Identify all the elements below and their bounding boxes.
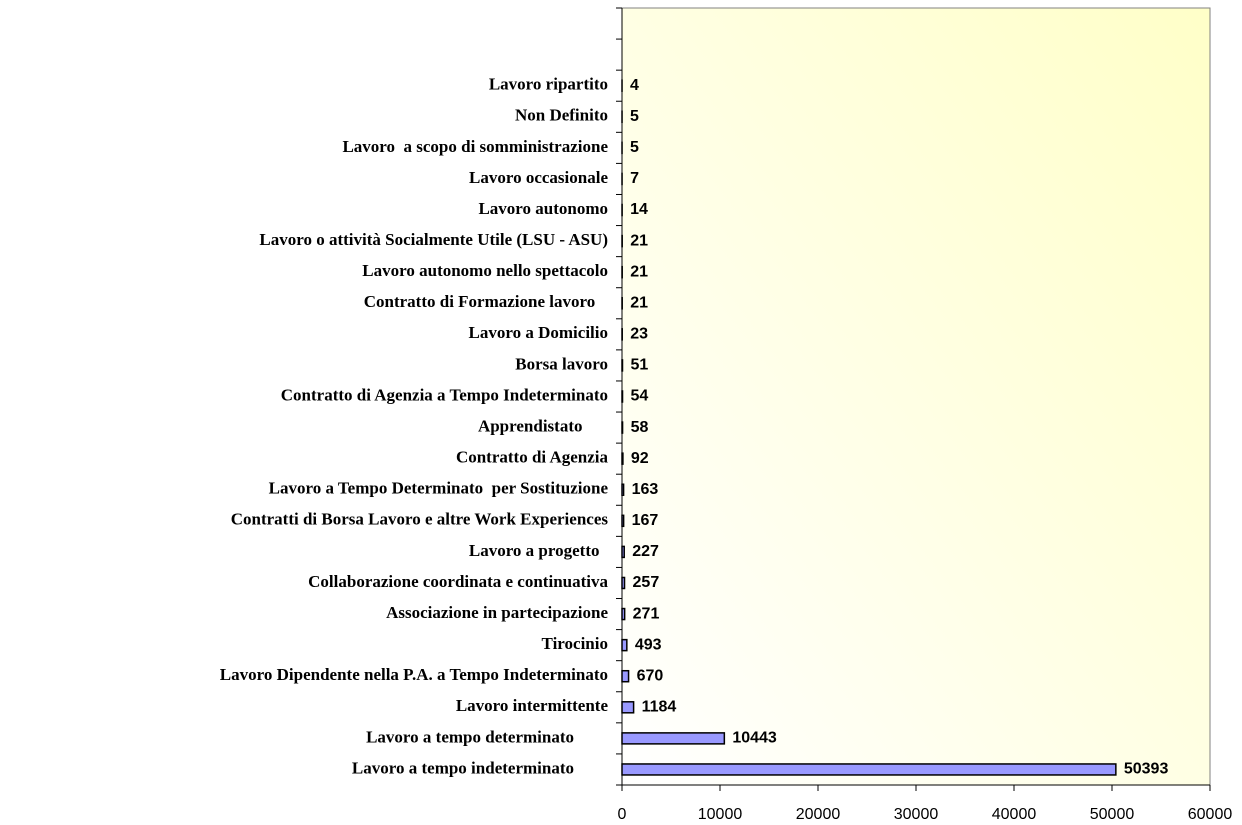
x-tick-label: 40000 — [992, 806, 1037, 823]
category-label: Lavoro Dipendente nella P.A. a Tempo Ind… — [220, 665, 608, 684]
value-label: 21 — [630, 263, 648, 280]
bar — [621, 483, 625, 496]
x-tick-label: 10000 — [698, 806, 743, 823]
category-label: Lavoro occasionale — [469, 168, 608, 187]
category-label: Contratti di Borsa Lavoro e altre Work E… — [231, 510, 609, 529]
value-label: 4 — [630, 77, 639, 94]
value-label: 58 — [631, 419, 649, 436]
value-label: 14 — [630, 201, 648, 218]
category-label: Lavoro a scopo di somministrazione — [342, 137, 608, 156]
category-label: Lavoro autonomo — [478, 199, 608, 218]
value-label: 163 — [632, 481, 659, 498]
value-label: 227 — [632, 543, 659, 560]
value-label: 21 — [630, 232, 648, 249]
category-label: Non Definito — [515, 106, 608, 125]
category-label: Collaborazione coordinata e continuativa — [308, 572, 608, 591]
category-label: Lavoro intermittente — [456, 696, 609, 715]
category-label: Borsa lavoro — [515, 354, 608, 373]
plot-area — [621, 7, 1211, 786]
bar — [621, 452, 624, 465]
value-label: 92 — [631, 450, 649, 467]
value-label: 51 — [630, 357, 648, 374]
bar — [621, 638, 628, 652]
value-label: 5 — [630, 108, 639, 125]
bar — [621, 390, 624, 403]
bar — [621, 514, 625, 528]
x-tick-label: 60000 — [1188, 806, 1233, 823]
bar — [621, 607, 626, 621]
bar — [621, 545, 625, 559]
category-label: Associazione in partecipazione — [386, 603, 608, 622]
value-label: 23 — [630, 326, 648, 343]
bar — [621, 669, 630, 683]
bar — [621, 576, 626, 590]
category-label: Lavoro ripartito — [489, 75, 608, 94]
x-tick-label: 20000 — [796, 806, 841, 823]
value-label: 21 — [630, 294, 648, 311]
category-label: Lavoro a progetto — [469, 541, 608, 560]
value-label: 54 — [631, 388, 649, 405]
value-label: 7 — [630, 170, 639, 187]
value-label: 50393 — [1124, 761, 1169, 778]
value-label: 493 — [635, 636, 662, 653]
category-label: Contratto di Agenzia — [456, 448, 609, 467]
x-tick-label: 30000 — [894, 806, 939, 823]
value-label: 167 — [632, 512, 659, 529]
value-label: 5 — [630, 139, 639, 156]
category-label: Contratto di Agenzia a Tempo Indetermina… — [281, 385, 608, 404]
category-label: Lavoro a Tempo Determinato per Sostituzi… — [269, 479, 609, 498]
bar — [621, 763, 1117, 776]
category-label: Tirocinio — [542, 634, 608, 653]
value-label: 670 — [637, 667, 664, 684]
category-label: Lavoro autonomo nello spettacolo — [362, 261, 608, 280]
value-label: 1184 — [642, 699, 677, 716]
category-label: Lavoro a tempo indeterminato — [352, 758, 608, 777]
category-label: Lavoro a tempo determinato — [366, 727, 608, 746]
value-label: 10443 — [732, 730, 777, 747]
category-label: Lavoro o attività Socialmente Utile (LSU… — [259, 230, 608, 249]
category-label: Apprendistato — [478, 416, 608, 435]
bar — [621, 732, 726, 745]
x-tick-label: 50000 — [1090, 806, 1135, 823]
value-label: 271 — [633, 605, 660, 622]
bar — [621, 421, 624, 434]
value-label: 257 — [633, 574, 660, 591]
category-label: Lavoro a Domicilio — [469, 323, 608, 342]
bar — [621, 701, 635, 714]
category-label: Contratto di Formazione lavoro — [364, 292, 608, 311]
x-tick-label: 0 — [618, 806, 627, 823]
